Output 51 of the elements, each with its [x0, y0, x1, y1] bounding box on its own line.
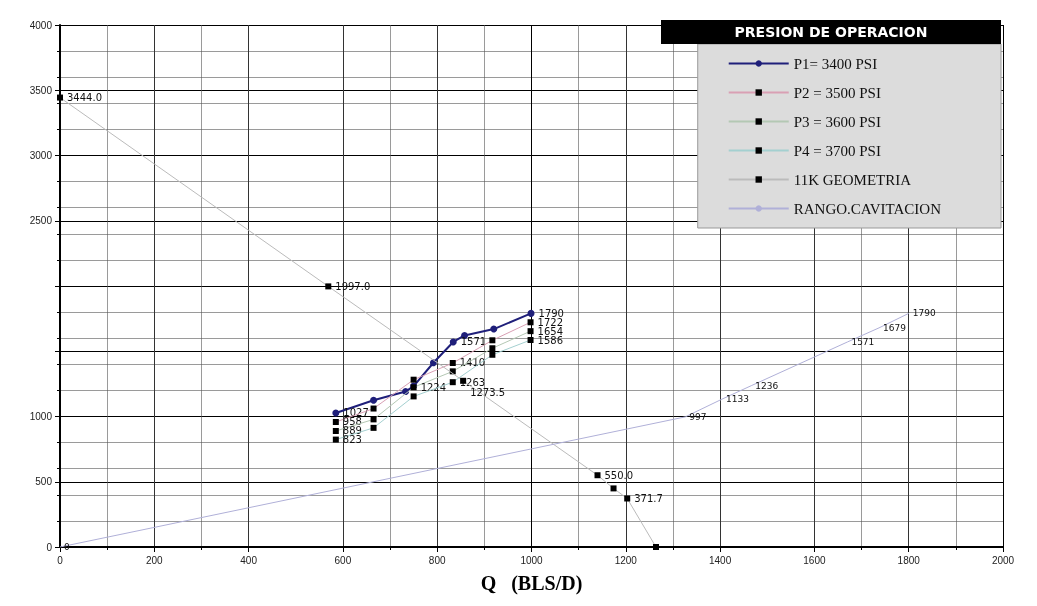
y-tick-label: 4000 — [29, 19, 53, 31]
x-tick-label: 0 — [57, 554, 64, 566]
data-label: 0 — [64, 542, 70, 552]
data-label: 1722 — [537, 316, 564, 328]
data-label: 958 — [342, 416, 362, 428]
data-label: 1790 — [912, 308, 936, 319]
legend-label: P2 = 3500 PSI — [793, 84, 881, 101]
y-tick-label: 3500 — [29, 84, 53, 96]
legend-label: P3 = 3600 PSI — [793, 113, 881, 130]
x-tick-label: 1600 — [803, 554, 826, 566]
legend-label: 11K GEOMETRIA — [793, 171, 912, 188]
data-label: 3444.0 — [67, 92, 102, 104]
x-axis-title: Q (BLS/D) — [480, 572, 583, 595]
x-tick-label: 200 — [145, 554, 164, 566]
x-tick-label: 2000 — [991, 554, 1015, 566]
data-label: 1133 — [725, 394, 749, 405]
point — [527, 309, 535, 317]
data-label: 1224 — [420, 381, 447, 393]
legend-label: P1= 3400 PSI — [793, 55, 878, 72]
data-label: 1410 — [459, 357, 486, 369]
y-tick-label: 3000 — [29, 150, 53, 161]
data-label: 889 — [342, 425, 362, 437]
y-tick-label: 1000 — [29, 411, 53, 422]
x-tick-label: 1400 — [708, 554, 732, 566]
x-tick-label: 1800 — [897, 554, 921, 566]
y-tick-label: 2500 — [29, 215, 53, 227]
data-label: 1571 — [460, 336, 487, 348]
x-tick-label: 600 — [334, 554, 352, 566]
x-tick-label: 1200 — [614, 554, 638, 566]
x-tick-label: 400 — [240, 554, 258, 566]
data-label: 1236 — [755, 380, 779, 391]
point — [449, 338, 457, 346]
data-label: 1679 — [883, 322, 907, 333]
data-label: 1586 — [537, 334, 564, 346]
data-label: 1654 — [537, 325, 564, 337]
point — [490, 325, 498, 333]
data-label: 1027 — [343, 407, 369, 419]
data-label: 371.7 — [634, 492, 663, 504]
x-tick-label: 1000 — [520, 554, 544, 566]
y-tick-label: 500 — [35, 476, 53, 488]
data-label: 1273.5 — [470, 387, 506, 399]
legend-header: PRESION DE OPERACION — [661, 20, 1001, 44]
legend-label: RANGO.CAVITACION — [793, 200, 942, 217]
legend-label: P4 = 3700 PSI — [793, 142, 881, 159]
data-label: 823 — [342, 434, 362, 446]
point — [370, 396, 378, 404]
data-label: 1571 — [851, 336, 875, 347]
x-tick-label: 800 — [428, 554, 446, 566]
point — [332, 409, 340, 417]
data-label: 1790 — [538, 307, 564, 319]
y-tick-label: 0 — [46, 541, 53, 553]
